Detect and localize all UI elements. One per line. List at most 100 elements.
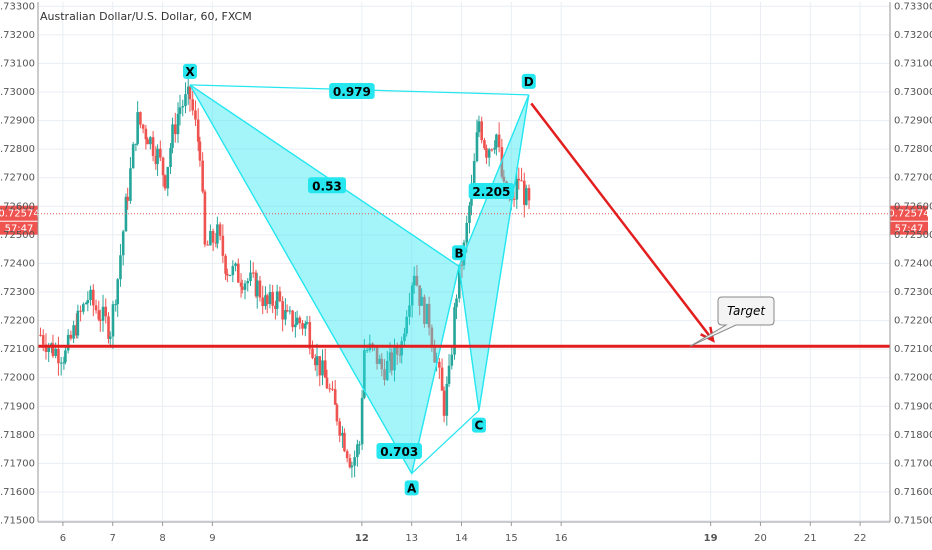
candle-body <box>323 360 327 378</box>
y-tick-label-left: 0.71500 <box>0 516 35 527</box>
candle-body <box>131 144 135 169</box>
pattern-leg-BD <box>458 94 530 267</box>
y-tick-label-left: 0.71700 <box>0 458 35 469</box>
y-tick-label-left: 0.73200 <box>0 30 35 41</box>
candle-body <box>226 273 229 276</box>
x-tick-label: 12 <box>355 533 369 544</box>
candle-body <box>515 178 519 200</box>
candle-body <box>278 291 282 302</box>
ratio-label-bg <box>329 83 375 99</box>
candle-body <box>288 310 292 312</box>
pattern-leg-BC <box>458 266 480 411</box>
candle-body <box>350 465 354 468</box>
chart-title: Australian Dollar/U.S. Dollar, 60, FXCM <box>40 10 252 23</box>
y-tick-label-left: 0.72500 <box>0 230 35 241</box>
candle-body <box>274 305 277 309</box>
candle-body <box>465 222 469 243</box>
candle-body <box>94 305 98 311</box>
candle-body <box>104 306 108 317</box>
candle-body <box>169 147 172 168</box>
candle-body <box>375 345 379 364</box>
candle-body <box>475 132 479 162</box>
candle-body <box>348 458 352 468</box>
current-price-tag-left-timer <box>0 221 38 235</box>
candle-body <box>420 296 423 306</box>
y-tick-label-right: 0.72400 <box>894 258 932 269</box>
candle-body <box>251 272 255 274</box>
candle-body <box>246 281 250 284</box>
candle-body <box>39 334 42 336</box>
projection-arrow <box>530 102 715 342</box>
candle-body <box>136 112 139 144</box>
point-label-X: X <box>185 65 195 79</box>
candle-body <box>76 310 80 336</box>
y-tick-label-left: 0.73100 <box>0 58 35 69</box>
candle-body <box>308 322 312 349</box>
candle-body <box>353 457 356 466</box>
candle-body <box>75 325 78 336</box>
candle-body <box>268 292 272 305</box>
candle-body <box>191 99 195 111</box>
candle-body <box>415 275 419 286</box>
candle-body <box>405 316 409 334</box>
candle-body <box>485 148 488 158</box>
candle-body <box>161 157 165 176</box>
point-label-C: C <box>475 419 484 433</box>
candle-body <box>365 350 369 352</box>
candle-body <box>445 383 449 416</box>
candle-body <box>64 350 67 363</box>
candle-body <box>455 298 458 308</box>
candle-body <box>291 310 294 328</box>
candle-body <box>380 358 384 370</box>
candle-body <box>333 389 337 405</box>
y-tick-label-right: 0.71800 <box>894 430 932 441</box>
current-price-tag-left-timer-text: 57:47 <box>5 224 34 235</box>
x-tick-label: 21 <box>804 533 817 544</box>
point-label-D: D <box>524 75 534 89</box>
overlays: 0.72574 57:47 0.72574 57:47 Target <box>0 102 930 348</box>
candle-body <box>92 289 95 306</box>
x-tick-label: 9 <box>209 533 215 544</box>
y-tick-label-left: 0.72400 <box>0 258 35 269</box>
candle-body <box>203 191 207 245</box>
candle-body <box>490 149 494 151</box>
candle-body <box>196 119 200 142</box>
candle-body <box>430 327 434 347</box>
ratio-label: 0.703 <box>380 445 418 459</box>
y-tick-label-right: 0.72500 <box>894 230 932 241</box>
candle-body <box>412 275 416 286</box>
candle-body <box>151 137 155 156</box>
current-price-tag-right-text: 0.72574 <box>888 209 929 220</box>
ratio-label-bg <box>307 177 346 194</box>
candle-body <box>390 352 394 371</box>
candle-body <box>69 334 73 339</box>
y-tick-label-right: 0.73200 <box>894 30 932 41</box>
y-tick-label-left: 0.71800 <box>0 430 35 441</box>
point-label-bg-X <box>182 63 197 79</box>
target-callout <box>689 296 775 347</box>
point-label-A: A <box>407 481 417 495</box>
candle-body <box>271 292 274 306</box>
candle-body <box>41 335 45 345</box>
candle-body <box>234 263 237 267</box>
candle-body <box>51 343 55 356</box>
candle-body <box>356 444 359 458</box>
candle-body <box>79 310 82 312</box>
harmonic-pattern: X A B C D 0.979 0.53 0.703 2.205 <box>182 63 536 496</box>
candle-body <box>442 390 446 416</box>
x-tick-label: 7 <box>110 533 116 544</box>
candle-body <box>159 148 162 158</box>
y-tick-label-right: 0.71700 <box>894 458 932 469</box>
candle-body <box>321 360 324 376</box>
candle-body <box>258 280 262 298</box>
candles <box>39 78 531 478</box>
candle-body <box>371 343 374 346</box>
y-tick-label-left: 0.71900 <box>0 401 35 412</box>
pattern-leg-AB <box>411 266 460 474</box>
y-tick-label-left: 0.73000 <box>0 87 35 98</box>
candle-body <box>264 295 267 307</box>
y-tick-label-left: 0.72200 <box>0 316 35 327</box>
x-tick-label: 16 <box>555 533 568 544</box>
candle-body <box>298 317 302 324</box>
